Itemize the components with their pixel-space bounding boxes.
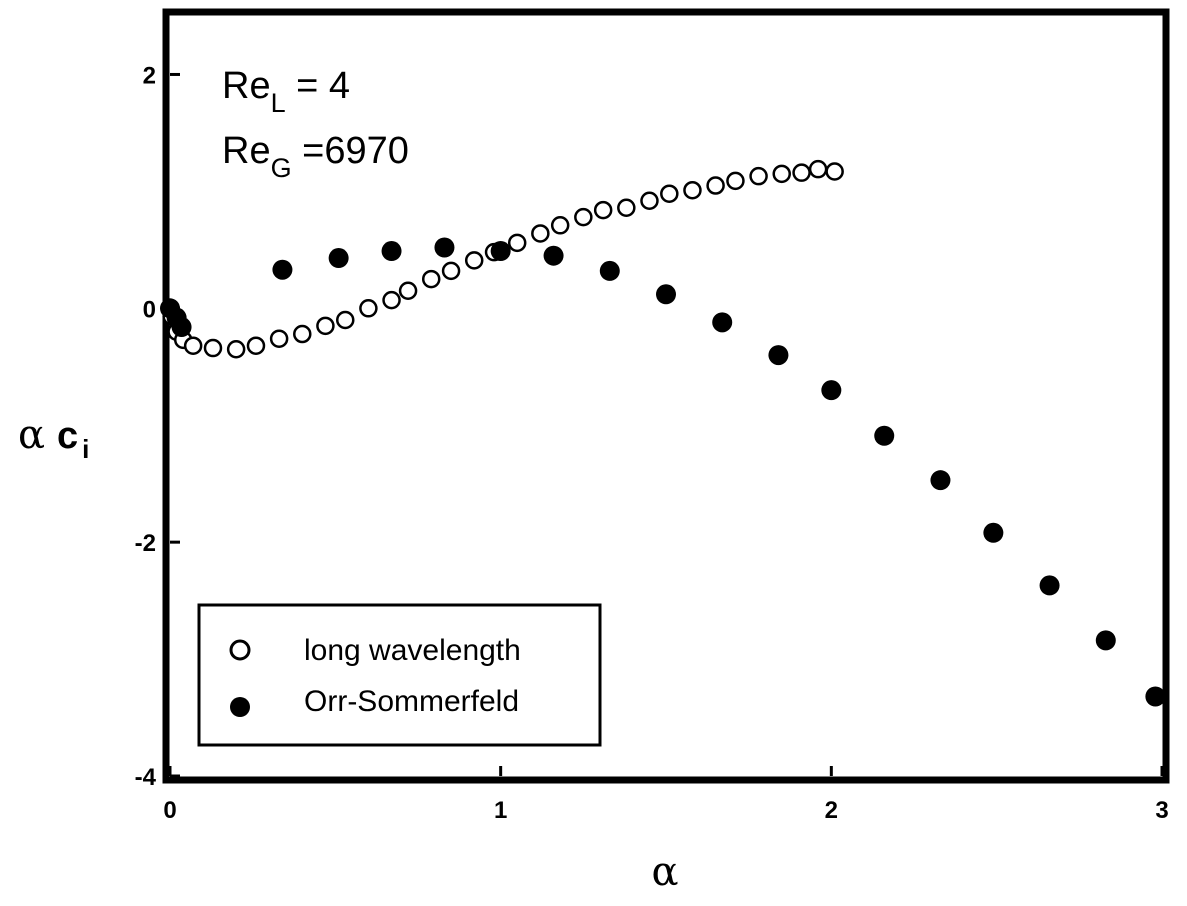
point-long-wavelength: [726, 171, 745, 191]
x-axis-label: α: [651, 849, 678, 895]
point-orr-sommerfeld: [712, 312, 733, 333]
point-long-wavelength: [825, 162, 844, 181]
point-long-wavelength: [441, 261, 461, 281]
point-orr-sommerfeld: [1145, 686, 1166, 707]
point-orr-sommerfeld: [874, 425, 895, 446]
point-long-wavelength: [531, 224, 550, 243]
point-long-wavelength: [183, 336, 203, 355]
point-orr-sommerfeld: [434, 237, 455, 258]
point-orr-sommerfeld: [656, 284, 676, 305]
annotation-reg: ReG =6970: [222, 130, 409, 183]
point-orr-sommerfeld: [930, 470, 951, 491]
plot-frame: [162, 8, 1170, 784]
point-orr-sommerfeld: [821, 380, 842, 401]
point-orr-sommerfeld: [543, 245, 564, 266]
legend-marker-open: [229, 639, 251, 661]
point-long-wavelength: [203, 338, 223, 358]
point-long-wavelength: [269, 329, 289, 348]
point-orr-sommerfeld: [599, 260, 620, 281]
series-layer: [160, 159, 1166, 707]
legend-label-long-wavelength: long wavelength: [304, 634, 521, 667]
point-long-wavelength: [660, 184, 679, 203]
point-orr-sommerfeld: [272, 259, 293, 280]
point-long-wavelength: [593, 200, 613, 220]
point-orr-sommerfeld: [328, 248, 349, 269]
point-long-wavelength: [246, 336, 266, 355]
point-long-wavelength: [640, 191, 659, 210]
point-long-wavelength: [464, 251, 484, 270]
point-long-wavelength: [617, 198, 636, 218]
x-tick-label: 3: [1155, 797, 1168, 824]
point-orr-sommerfeld: [490, 241, 511, 262]
y-axis-ticks: 2 0 -2 -4: [135, 62, 180, 791]
x-tick-label: 0: [163, 797, 176, 824]
y-tick-label: 0: [143, 296, 156, 323]
point-long-wavelength: [293, 324, 312, 344]
y-axis-label: α c i: [18, 412, 89, 464]
series-orr-sommerfeld: [160, 237, 1166, 707]
point-orr-sommerfeld: [171, 317, 192, 338]
x-axis-ticks: 0 1 2 3: [163, 766, 1169, 824]
point-long-wavelength: [316, 316, 335, 336]
point-orr-sommerfeld: [381, 241, 402, 262]
point-long-wavelength: [507, 233, 527, 253]
point-long-wavelength: [336, 310, 355, 330]
point-orr-sommerfeld: [983, 522, 1004, 543]
point-long-wavelength: [706, 176, 725, 195]
annotation-rel: ReL = 4: [222, 65, 350, 118]
point-orr-sommerfeld: [1039, 575, 1060, 596]
point-long-wavelength: [359, 299, 378, 318]
point-long-wavelength: [792, 163, 811, 182]
point-long-wavelength: [421, 269, 441, 289]
point-long-wavelength: [808, 159, 828, 179]
point-long-wavelength: [550, 216, 570, 235]
point-long-wavelength: [749, 166, 768, 186]
point-long-wavelength: [382, 290, 401, 310]
point-long-wavelength: [398, 281, 418, 301]
y-tick-label: -2: [135, 530, 156, 557]
legend-marker-filled: [230, 697, 250, 717]
y-tick-label: 2: [143, 62, 156, 89]
x-tick-label: 1: [494, 797, 507, 824]
point-long-wavelength: [683, 180, 702, 200]
legend-box: [197, 603, 602, 747]
point-orr-sommerfeld: [1095, 630, 1116, 651]
y-tick-label: -4: [135, 764, 157, 791]
point-orr-sommerfeld: [768, 345, 789, 366]
legend: long wavelength Orr-Sommerfeld: [197, 603, 602, 747]
point-long-wavelength: [574, 207, 593, 227]
legend-label-orr-sommerfeld: Orr-Sommerfeld: [304, 685, 519, 718]
point-long-wavelength: [772, 164, 791, 184]
point-long-wavelength: [226, 339, 246, 359]
x-tick-label: 2: [825, 797, 838, 824]
